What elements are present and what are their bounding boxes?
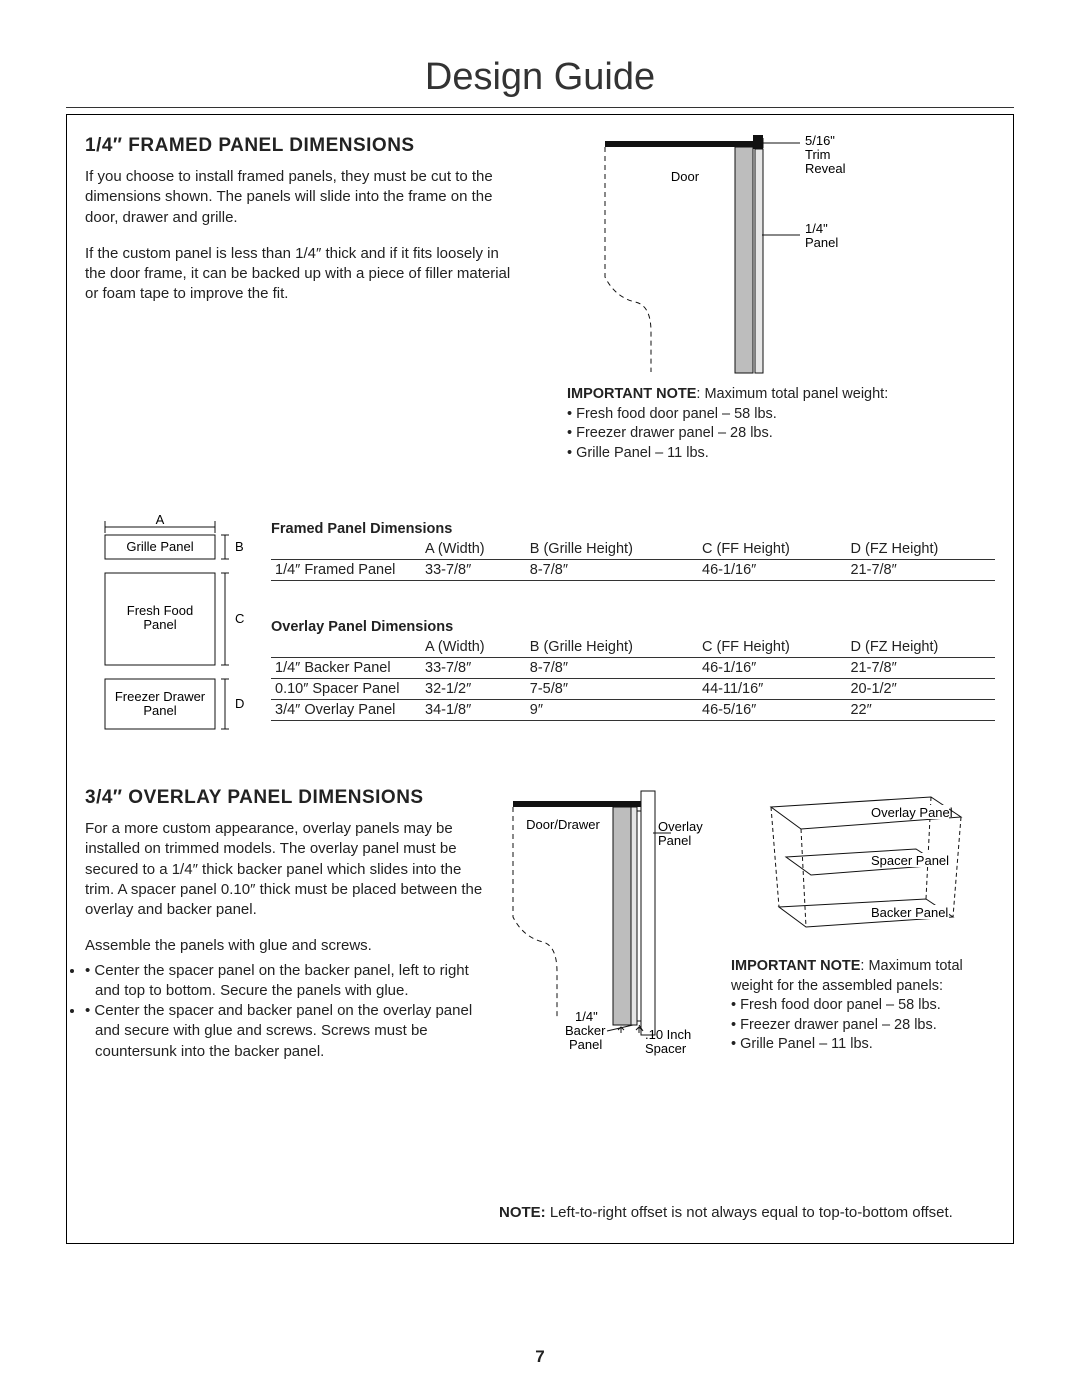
- page-title: Design Guide: [0, 0, 1080, 107]
- section2-para2: Assemble the panels with glue and screws…: [85, 936, 485, 956]
- svg-text:C: C: [235, 611, 244, 626]
- svg-text:B: B: [235, 539, 244, 554]
- svg-text:Spacer Panel: Spacer Panel: [871, 853, 949, 868]
- table2-title: Overlay Panel Dimensions: [271, 619, 995, 635]
- svg-text:Spacer: Spacer: [645, 1041, 687, 1056]
- svg-text:Reveal: Reveal: [805, 161, 846, 176]
- svg-text:A: A: [156, 515, 165, 527]
- svg-text:Panel: Panel: [143, 703, 176, 718]
- svg-text:Fresh Food: Fresh Food: [127, 603, 193, 618]
- panel-stack-diagram: A Grille Panel B Fresh Food Panel C: [85, 515, 257, 745]
- svg-text:Trim: Trim: [805, 147, 831, 162]
- svg-text:Grille Panel: Grille Panel: [126, 539, 193, 554]
- svg-text:Freezer Drawer: Freezer Drawer: [115, 689, 206, 704]
- section1-heading: 1/4″ FRAMED PANEL DIMENSIONS: [85, 135, 515, 157]
- svg-text:Panel: Panel: [143, 617, 176, 632]
- section2-bullet: Center the spacer panel on the backer pa…: [85, 961, 485, 1002]
- content-frame: 1/4″ FRAMED PANEL DIMENSIONS If you choo…: [66, 114, 1014, 1244]
- svg-text:1/4": 1/4": [805, 221, 828, 236]
- section2-bullet: Center the spacer and backer panel on th…: [85, 1001, 485, 1062]
- overlay-side-diagram: Door/Drawer Overlay Panel 1/4" Backer Pa…: [503, 787, 713, 1067]
- page-number: 7: [0, 1347, 1080, 1367]
- section1-para1: If you choose to install framed panels, …: [85, 167, 515, 228]
- svg-text:D: D: [235, 696, 244, 711]
- svg-text:Panel: Panel: [658, 833, 691, 848]
- final-note: NOTE: Left-to-right offset is not always…: [499, 1204, 959, 1221]
- door-trim-diagram: Door 5/16" Trim Reveal 1/4" Panel: [545, 135, 895, 385]
- section1-para2: If the custom panel is less than 1/4″ th…: [85, 244, 515, 305]
- diagram-door-label: Door: [671, 169, 700, 184]
- svg-text:Overlay: Overlay: [658, 819, 703, 834]
- svg-text:Backer Panel: Backer Panel: [871, 905, 948, 920]
- table-row: 3/4″ Overlay Panel34-1/8″9″46-5/16″22″: [271, 700, 995, 721]
- section2-para1: For a more custom appearance, overlay pa…: [85, 819, 485, 920]
- section1-note: IMPORTANT NOTE: Maximum total panel weig…: [567, 385, 907, 463]
- table-row: 1/4″ Backer Panel33-7/8″8-7/8″46-1/16″21…: [271, 658, 995, 679]
- top-rule: [66, 107, 1014, 108]
- framed-panel-table: A (Width) B (Grille Height) C (FF Height…: [271, 539, 995, 581]
- table1-title: Framed Panel Dimensions: [271, 521, 995, 537]
- svg-text:Door/Drawer: Door/Drawer: [526, 817, 600, 832]
- svg-text:.10 Inch: .10 Inch: [645, 1027, 691, 1042]
- svg-text:Panel: Panel: [805, 235, 838, 250]
- table-row: 0.10″ Spacer Panel32-1/2″7-5/8″44-11/16″…: [271, 679, 995, 700]
- overlay-exploded-diagram: Overlay Panel Spacer Panel Backer Panel: [731, 787, 981, 957]
- svg-text:Panel: Panel: [569, 1037, 602, 1052]
- svg-text:Overlay Panel: Overlay Panel: [871, 805, 953, 820]
- section2-note: IMPORTANT NOTE: Maximum total weight for…: [731, 957, 981, 1055]
- svg-text:1/4": 1/4": [575, 1009, 598, 1024]
- overlay-panel-table: A (Width) B (Grille Height) C (FF Height…: [271, 637, 995, 721]
- section2-heading: 3/4″ OVERLAY PANEL DIMENSIONS: [85, 787, 485, 809]
- table-row: 1/4″ Framed Panel33-7/8″8-7/8″46-1/16″21…: [271, 560, 995, 581]
- svg-text:Backer: Backer: [565, 1023, 606, 1038]
